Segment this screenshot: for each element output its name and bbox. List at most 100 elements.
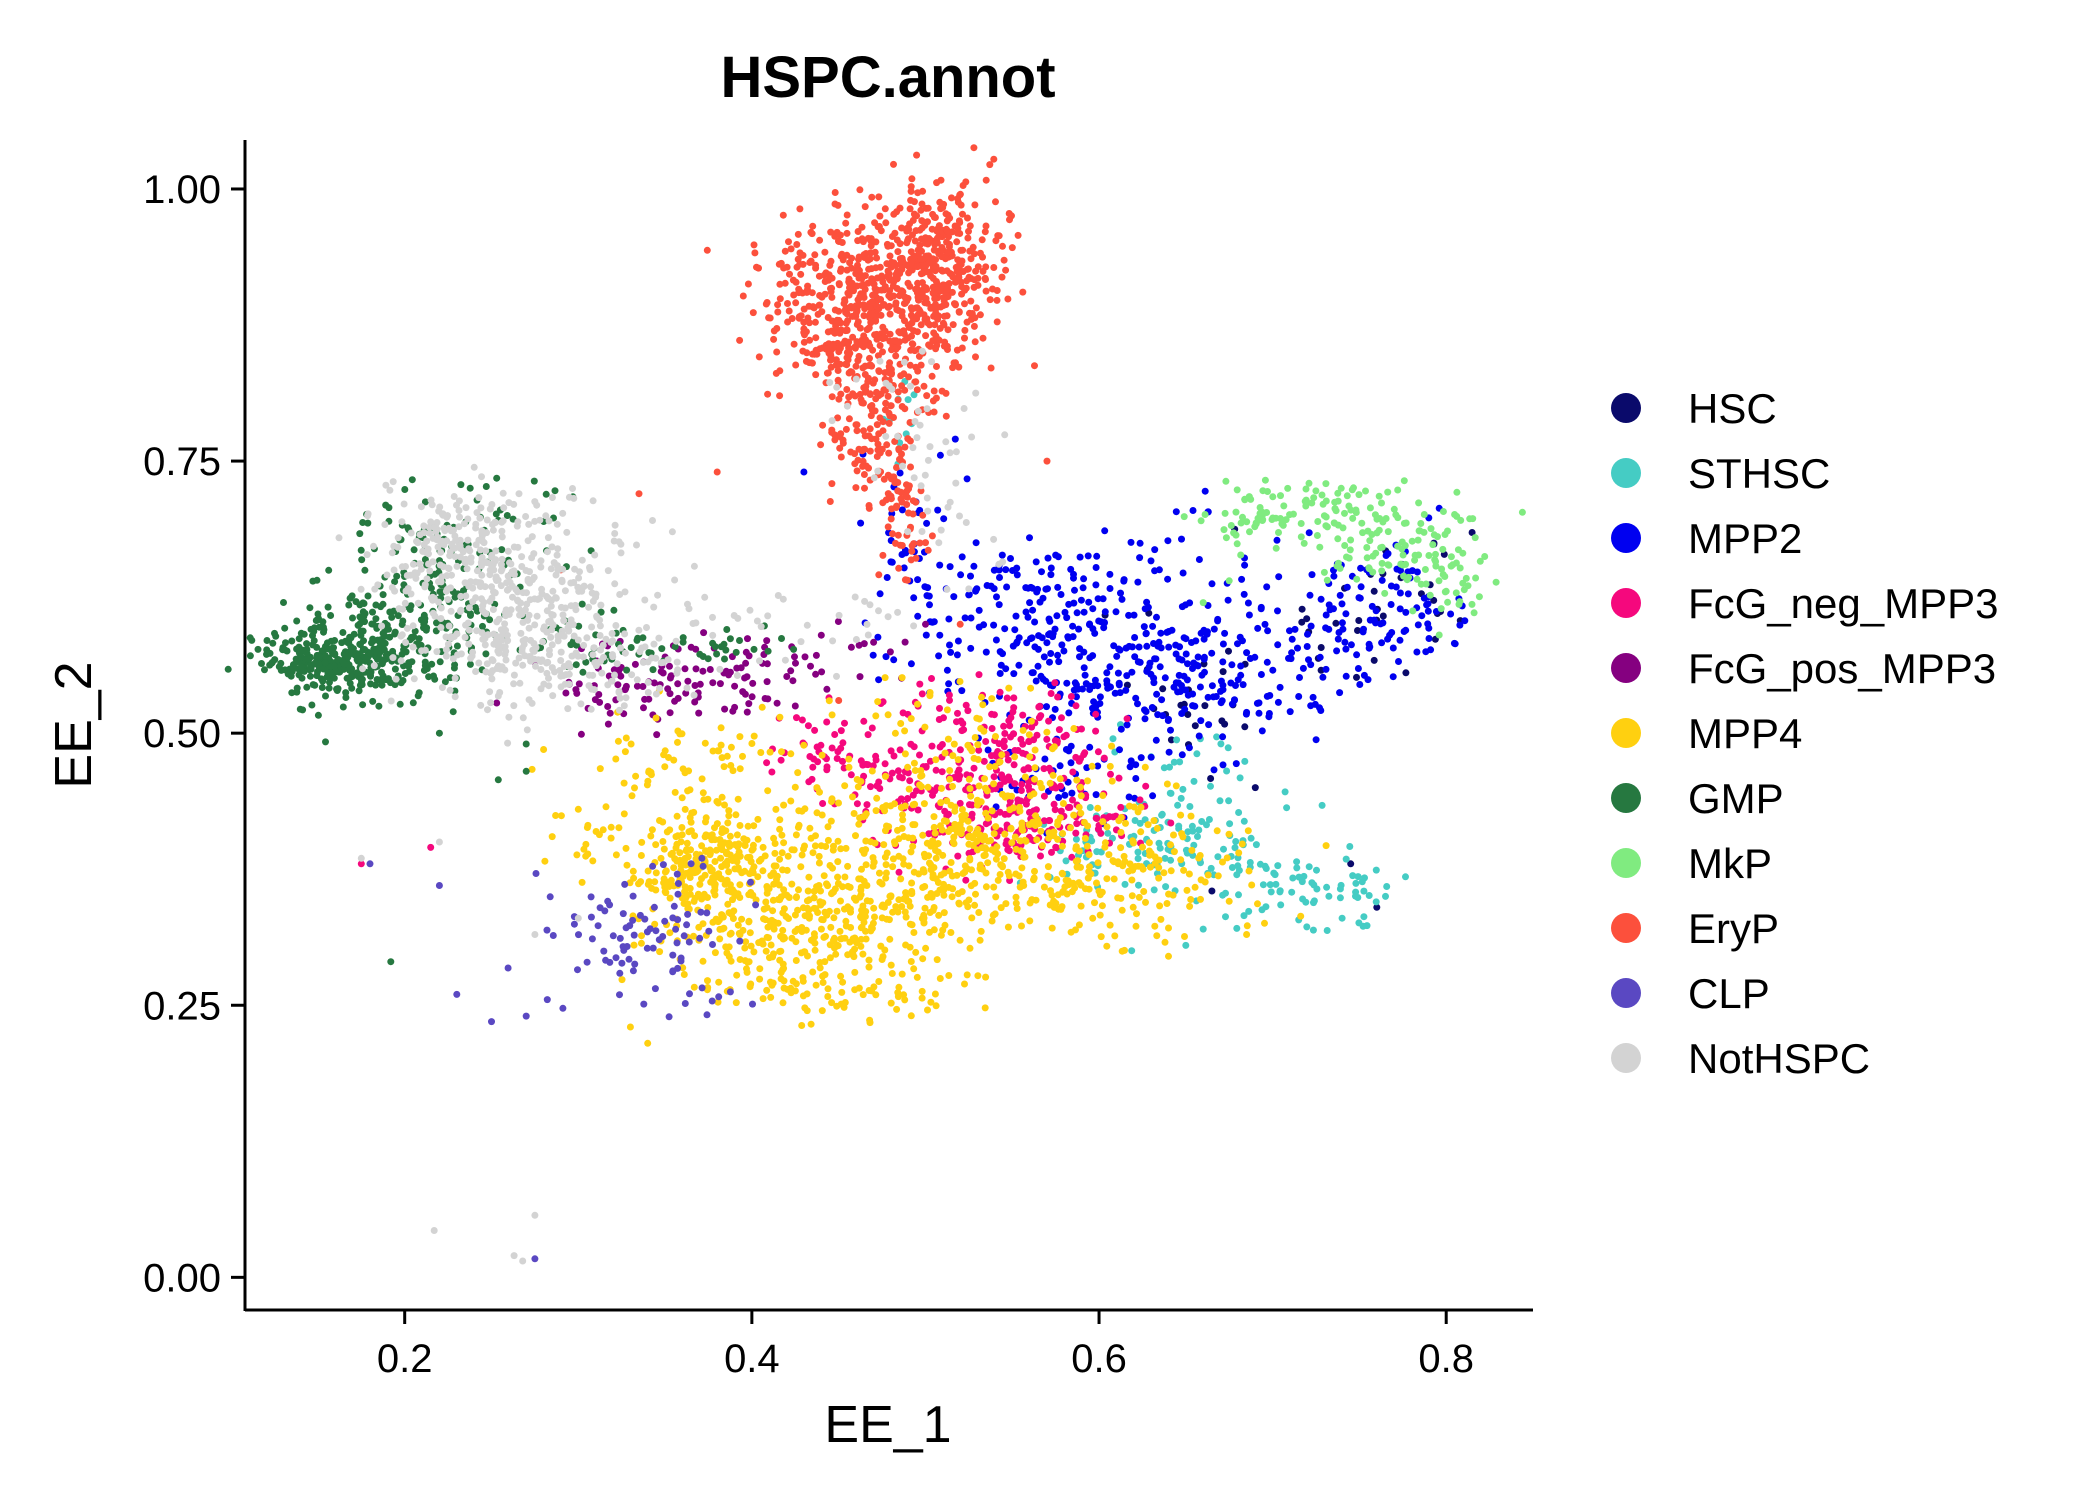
data-point	[918, 200, 926, 208]
data-point	[981, 1004, 989, 1012]
data-point	[493, 474, 501, 482]
data-point	[659, 818, 667, 826]
data-point	[828, 798, 835, 805]
data-point	[996, 871, 1004, 878]
data-point	[763, 759, 771, 767]
data-point	[990, 773, 998, 781]
data-point	[372, 601, 380, 609]
data-point	[928, 742, 936, 750]
data-point	[961, 862, 969, 870]
data-point	[1441, 573, 1449, 580]
data-point	[607, 834, 615, 842]
data-point	[348, 592, 356, 600]
data-point	[1139, 843, 1146, 851]
data-point	[924, 218, 931, 226]
data-point	[982, 738, 990, 745]
data-point	[1243, 518, 1251, 526]
data-point	[844, 862, 852, 870]
data-point	[903, 227, 911, 235]
data-point	[677, 957, 685, 965]
data-point	[330, 662, 338, 670]
data-point	[972, 353, 979, 361]
data-point	[630, 931, 638, 939]
data-point	[990, 883, 998, 891]
data-point	[248, 636, 256, 644]
data-point	[1305, 479, 1313, 487]
data-point	[836, 231, 844, 239]
data-point	[1382, 892, 1389, 900]
data-point	[741, 944, 749, 952]
data-point	[736, 765, 744, 773]
data-point	[901, 750, 909, 758]
data-point	[1131, 863, 1139, 870]
data-point	[1073, 693, 1080, 701]
data-point	[746, 981, 754, 989]
data-point	[763, 678, 771, 686]
data-point	[992, 823, 1000, 831]
data-point	[325, 684, 333, 692]
data-point	[1266, 881, 1274, 889]
data-point	[784, 300, 791, 307]
data-point	[910, 327, 917, 335]
data-point	[661, 917, 669, 925]
data-point	[823, 718, 831, 726]
data-point	[731, 703, 739, 711]
data-point	[858, 282, 865, 289]
data-point	[779, 935, 787, 943]
data-point	[1055, 794, 1063, 801]
data-point	[1054, 891, 1062, 899]
data-point	[749, 679, 757, 687]
data-point	[307, 665, 315, 673]
data-point	[1253, 699, 1261, 707]
data-point	[933, 227, 941, 235]
data-point	[666, 674, 674, 682]
data-point	[357, 546, 365, 554]
data-point	[1070, 570, 1077, 578]
data-point	[844, 289, 852, 297]
data-point	[1220, 526, 1228, 534]
data-point	[1472, 574, 1480, 582]
data-point	[435, 882, 443, 889]
data-point	[982, 176, 990, 184]
data-point	[921, 904, 929, 912]
data-point	[659, 838, 667, 845]
data-point	[936, 975, 944, 982]
data-point	[932, 766, 940, 774]
data-point	[847, 908, 854, 916]
data-point	[764, 647, 772, 655]
data-point	[841, 873, 849, 881]
data-point	[791, 702, 799, 710]
data-point	[1390, 505, 1398, 513]
data-point	[1070, 599, 1078, 607]
data-point	[1286, 708, 1294, 716]
data-point	[325, 566, 333, 574]
data-point	[943, 706, 951, 714]
data-point	[636, 911, 644, 919]
data-point	[863, 801, 871, 809]
data-point	[809, 849, 817, 857]
data-point	[897, 495, 905, 503]
data-point	[836, 344, 844, 352]
data-point	[1101, 527, 1109, 535]
data-point	[909, 821, 917, 829]
data-point	[1047, 690, 1055, 697]
data-point	[433, 619, 440, 627]
data-point	[948, 893, 956, 901]
data-point	[911, 347, 919, 355]
data-point	[743, 965, 750, 973]
data-point	[1092, 727, 1100, 735]
data-point	[763, 660, 771, 668]
data-point	[1456, 598, 1464, 606]
data-point	[1207, 775, 1215, 782]
data-point	[913, 151, 921, 159]
data-point	[1054, 651, 1062, 659]
data-point	[944, 326, 952, 334]
data-point	[898, 774, 906, 782]
data-point	[635, 880, 642, 888]
data-point	[1109, 813, 1117, 821]
data-point	[783, 891, 791, 899]
data-point	[661, 868, 669, 876]
data-point	[659, 861, 667, 869]
data-point	[319, 665, 327, 673]
data-point	[789, 677, 797, 685]
